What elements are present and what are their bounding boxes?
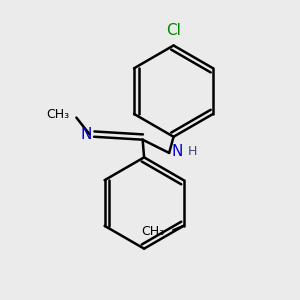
Text: N: N <box>80 128 92 142</box>
Text: N: N <box>171 144 183 159</box>
Text: H: H <box>188 145 197 158</box>
Text: CH₃: CH₃ <box>141 225 164 238</box>
Text: CH₃: CH₃ <box>46 109 69 122</box>
Text: Cl: Cl <box>166 23 181 38</box>
